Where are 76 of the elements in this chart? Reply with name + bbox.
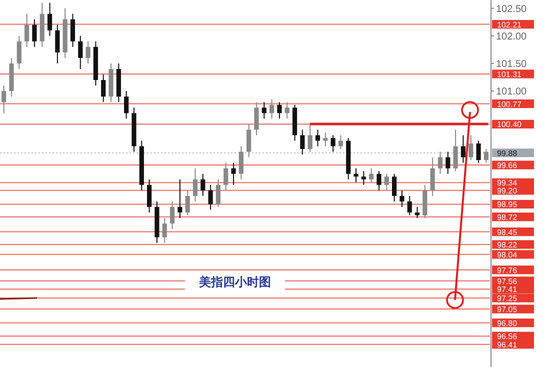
candlestick <box>101 74 106 103</box>
ref-line-label: 97.05 <box>497 305 518 314</box>
ref-line-label: 98.72 <box>497 212 518 222</box>
candlestick <box>361 170 366 186</box>
candlestick <box>55 24 60 64</box>
candlestick <box>369 168 374 183</box>
candlestick <box>162 217 167 244</box>
candlestick <box>238 146 244 180</box>
y-tick-label: 101.00 <box>496 86 528 98</box>
candlestick <box>231 162 236 186</box>
candlestick <box>24 13 30 48</box>
y-tick-label: 102.50 <box>496 4 528 15</box>
candlestick <box>300 129 305 156</box>
ref-line-label: 99.20 <box>497 186 518 196</box>
candlestick <box>170 200 175 230</box>
ref-line-label: 97.25 <box>497 294 518 304</box>
candlestick <box>178 178 182 218</box>
ref-line-label: 97.56 <box>497 276 518 286</box>
ref-line-label: 96.41 <box>497 340 518 350</box>
candlestick <box>354 168 358 183</box>
y-tick-label: 102.00 <box>496 31 528 42</box>
candlestick <box>392 173 397 202</box>
candlestick <box>484 148 488 164</box>
candlestick <box>407 195 412 216</box>
y-tick-label: 101.50 <box>496 58 528 70</box>
candlestick <box>254 102 259 136</box>
candlestick <box>32 18 37 48</box>
candlestick <box>315 129 320 147</box>
ref-line-label: 101.31 <box>497 70 522 79</box>
candlestick <box>147 178 152 213</box>
candlestick <box>277 102 282 120</box>
ref-line-label: 98.04 <box>497 250 518 260</box>
ref-line-label: 100.40 <box>497 120 522 130</box>
candlestick <box>468 134 474 161</box>
candlestick <box>70 13 76 48</box>
candlestick <box>47 2 52 36</box>
candlestick <box>208 184 213 210</box>
candlestick <box>453 129 458 172</box>
candlestick <box>86 40 90 64</box>
candlestick <box>185 190 190 216</box>
candlestick <box>284 102 290 120</box>
candlestick <box>246 124 252 158</box>
candlestick <box>200 173 206 196</box>
candlestick <box>308 124 312 152</box>
candlestick <box>446 151 450 174</box>
text: 美指四小时图 <box>198 275 271 289</box>
ref-line-label: 102.21 <box>497 20 522 30</box>
candlestick <box>330 134 336 152</box>
candlestick <box>2 85 6 114</box>
candlestick <box>460 134 466 164</box>
candlestick <box>376 170 382 191</box>
ref-line-label: 96.80 <box>497 318 518 328</box>
candlestick <box>224 162 228 191</box>
candlestick <box>192 168 198 202</box>
ref-line-label: 97.41 <box>497 285 518 294</box>
candlestick <box>16 35 22 70</box>
candlestick <box>216 178 220 208</box>
candlestick <box>124 90 129 120</box>
ref-line-label: 96.56 <box>497 332 518 342</box>
ref-line-label: 99.88 <box>497 148 518 158</box>
candlestick <box>384 173 389 191</box>
candlestick <box>430 156 435 196</box>
ref-line-label: 99.66 <box>497 161 518 170</box>
candlestick <box>262 102 266 120</box>
ref-line-label: 98.22 <box>497 240 518 250</box>
candlestick <box>438 151 443 174</box>
ref-line-label: 100.77 <box>497 100 522 109</box>
candlestick <box>400 190 404 208</box>
candlestick <box>476 140 481 164</box>
candlestick <box>78 35 83 70</box>
ref-line-label: 98.45 <box>497 228 518 237</box>
ref-line-label: 99.34 <box>497 178 518 188</box>
candlestick <box>338 134 343 150</box>
ref-line-label: 98.95 <box>497 200 518 210</box>
ref-line-label: 97.76 <box>497 266 518 275</box>
candlestick <box>270 98 274 120</box>
